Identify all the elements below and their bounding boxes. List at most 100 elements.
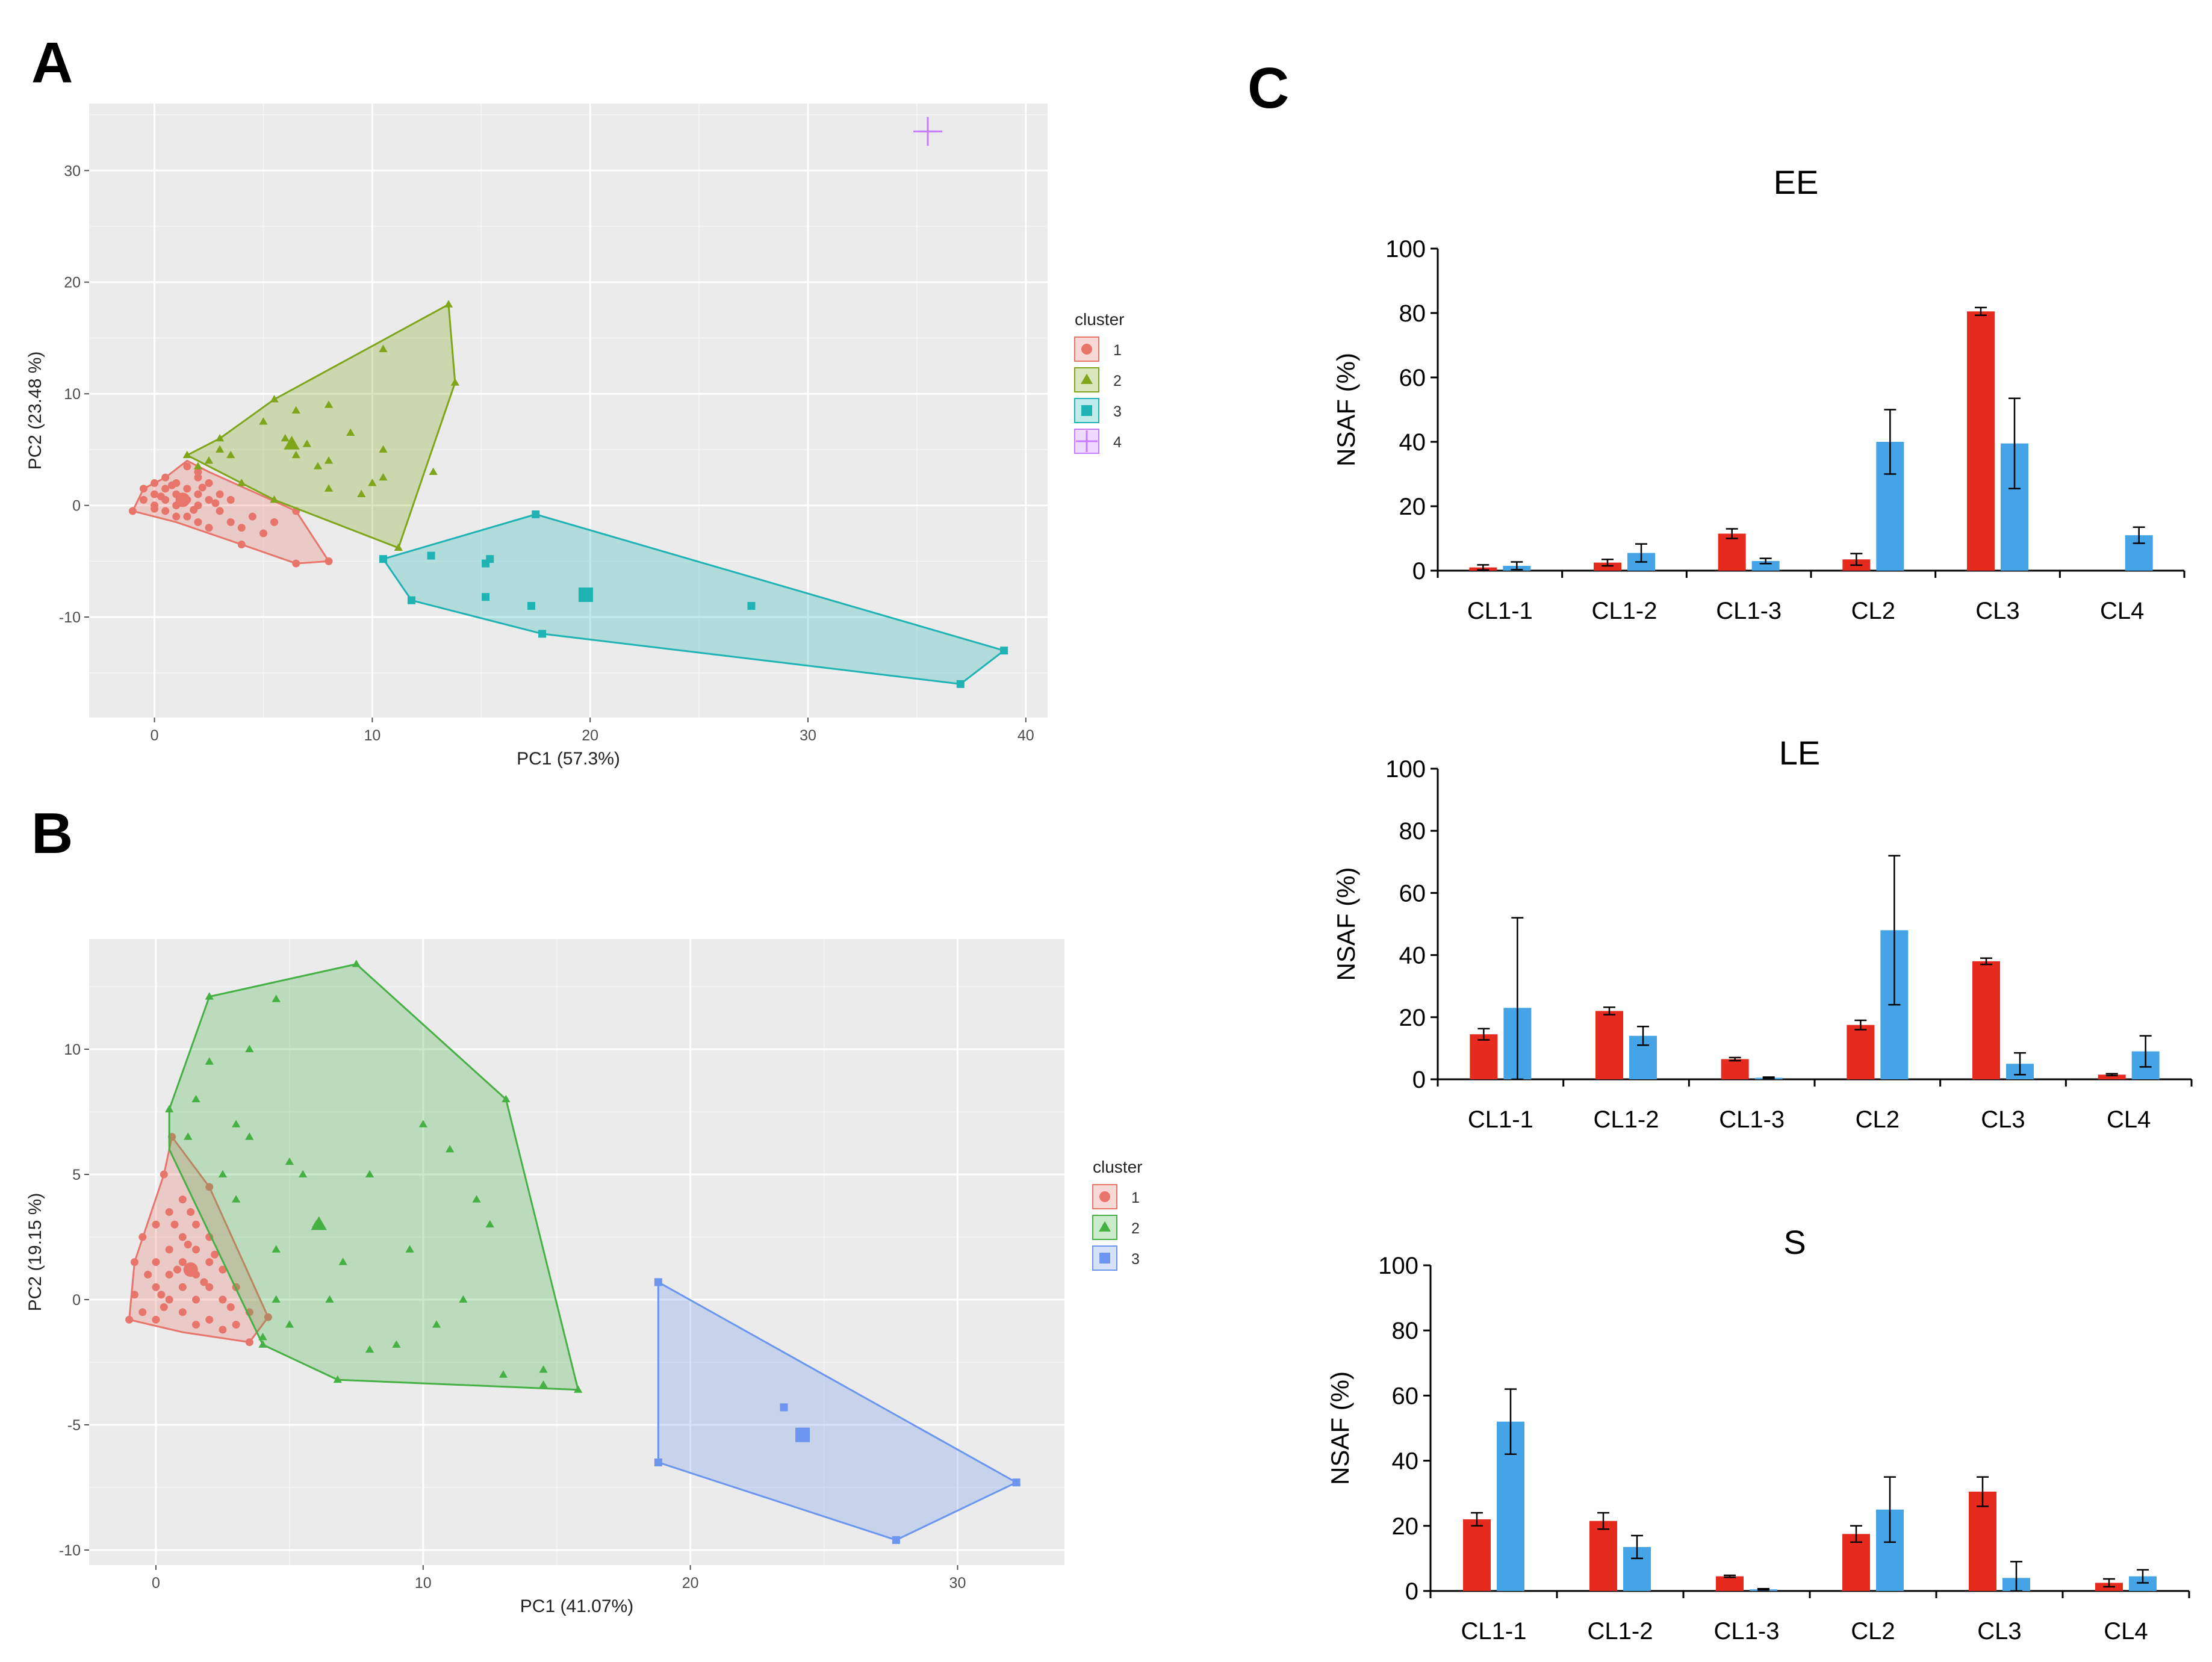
y-tick-label: 80	[1399, 300, 1426, 327]
y-axis-label: NSAF (%)	[1326, 1371, 1354, 1485]
data-point	[192, 1295, 200, 1304]
data-point	[538, 630, 547, 638]
x-tick-label: CL1-1	[1467, 598, 1533, 624]
y-tick-label: 40	[1399, 943, 1426, 969]
data-point	[892, 1536, 900, 1544]
y-tick-label: 20	[1399, 494, 1426, 520]
data-point	[654, 1458, 662, 1466]
data-point	[226, 518, 235, 526]
data-point	[258, 1340, 267, 1348]
data-point	[365, 1345, 374, 1353]
y-tick-label: 20	[1399, 1005, 1426, 1031]
bar	[1847, 1025, 1875, 1079]
x-tick-label: CL4	[2107, 1106, 2151, 1133]
x-tick-label: 0	[152, 1575, 160, 1592]
legend-marker	[1099, 1221, 1111, 1232]
data-point	[324, 484, 334, 492]
data-point	[192, 1220, 200, 1229]
legend-label: 1	[1113, 342, 1122, 359]
data-point	[173, 1265, 181, 1274]
bar-chart-C-LE: LE 0 20 40 60 80 100 NSAF (%) CL1-1 CL1-2 CL1-3 CL2…	[1332, 734, 2193, 1133]
y-tick-label: 0	[1412, 558, 1426, 584]
data-point	[231, 1195, 241, 1203]
data-point	[152, 1258, 160, 1267]
data-point	[144, 1270, 152, 1279]
x-tick-label: CL1-3	[1714, 1618, 1780, 1645]
data-point	[574, 1385, 583, 1393]
data-point	[472, 1195, 481, 1203]
data-point	[747, 602, 756, 610]
cluster-2	[165, 960, 583, 1393]
x-tick-label: CL1-2	[1588, 1618, 1653, 1645]
data-point	[302, 439, 311, 447]
data-point	[215, 445, 225, 453]
x-tick-label: 10	[364, 727, 381, 744]
data-point	[170, 1220, 179, 1229]
data-point	[160, 1170, 168, 1179]
legend-label: 4	[1113, 434, 1122, 451]
x-tick-label: 30	[800, 727, 816, 744]
x-tick-label: CL1-1	[1461, 1618, 1527, 1645]
data-point	[182, 450, 191, 459]
data-point	[379, 555, 387, 563]
data-point	[194, 490, 202, 498]
y-axis-label: PC2 (23.48 %)	[25, 352, 45, 470]
y-tick-label: 20	[1392, 1513, 1419, 1540]
data-point	[205, 1315, 214, 1324]
x-tick-label: CL4	[2100, 598, 2144, 624]
data-point	[231, 1120, 241, 1127]
data-point	[216, 490, 224, 498]
data-point	[205, 495, 213, 504]
data-point	[219, 1295, 227, 1304]
cluster-centroid	[284, 435, 300, 450]
legend-marker	[1099, 1253, 1110, 1264]
data-point	[183, 462, 191, 471]
data-point	[270, 495, 279, 503]
data-point	[183, 485, 191, 493]
data-point	[183, 512, 191, 521]
y-tick-label: -5	[67, 1417, 81, 1434]
data-point	[165, 1105, 174, 1112]
data-point	[379, 445, 388, 453]
data-point	[205, 524, 213, 532]
data-point	[527, 602, 535, 610]
y-tick-label: -10	[59, 1542, 81, 1559]
data-point	[539, 1365, 548, 1373]
cluster-centroid	[578, 588, 593, 602]
x-tick-label: CL3	[1981, 1106, 2025, 1133]
panel-label-b: B	[31, 801, 73, 866]
data-point	[281, 433, 290, 442]
y-tick-label: 0	[1405, 1578, 1418, 1605]
data-point	[450, 378, 460, 386]
x-tick-label: CL1-3	[1716, 598, 1782, 624]
legend-marker	[1081, 344, 1092, 355]
data-point	[192, 1245, 200, 1254]
data-point	[259, 417, 268, 425]
bar	[1463, 1519, 1491, 1591]
x-tick-label: CL1-2	[1594, 1106, 1659, 1133]
data-point	[178, 1283, 187, 1291]
x-axis-label: PC1 (41.07%)	[520, 1596, 633, 1616]
data-point	[178, 1195, 187, 1204]
data-point	[211, 499, 220, 507]
data-point	[1000, 647, 1008, 655]
data-point	[379, 473, 388, 481]
data-point	[482, 593, 490, 601]
data-point	[258, 1333, 267, 1341]
data-point	[151, 504, 159, 513]
data-point	[407, 596, 415, 604]
scatter-chart-B: 0 10 20 30 -10 -5 0 5 10 PC1 (41.07%) PC2 (19.15 %…	[25, 939, 1142, 1616]
cluster-1	[125, 1133, 272, 1347]
data-point	[226, 450, 235, 459]
data-point	[205, 992, 214, 1000]
data-point	[215, 433, 225, 442]
data-point	[191, 1094, 200, 1103]
cluster-centroid	[311, 1216, 327, 1230]
cluster-4	[913, 117, 942, 146]
plot-area-B	[89, 939, 1064, 1565]
data-point	[365, 1170, 374, 1177]
y-axis-label: PC2 (19.15 %)	[25, 1193, 45, 1312]
chart-title: S	[1783, 1223, 1806, 1261]
legend-marker	[1081, 373, 1093, 384]
data-point	[165, 1208, 173, 1216]
